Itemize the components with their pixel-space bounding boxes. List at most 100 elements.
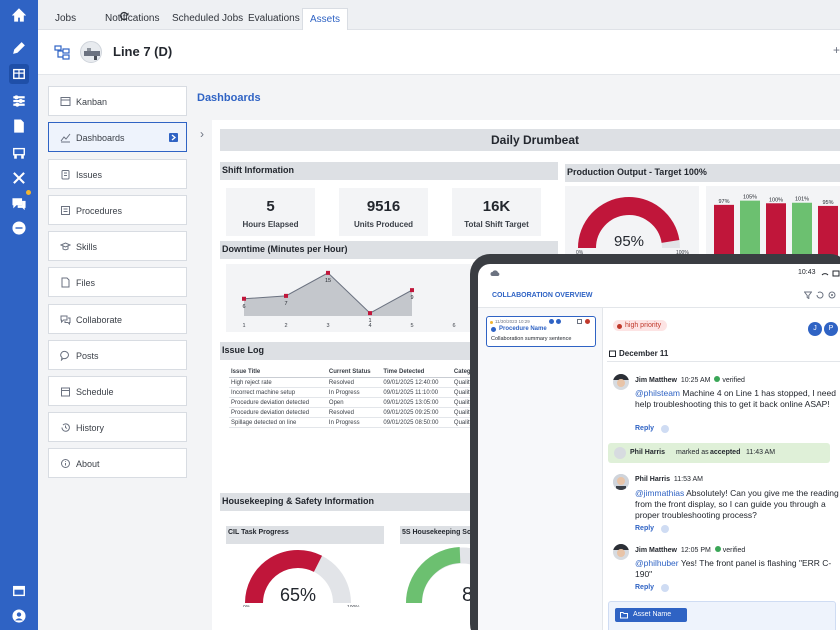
bar-label: 97% [718,199,729,205]
table-cell: 09/01/2025 12:40:00 [381,377,452,388]
reaction-icon[interactable] [661,525,669,533]
table-cell: High reject rate [229,377,327,388]
table-cell: Resolved [326,377,382,388]
participant-avatar[interactable]: P [824,322,838,336]
tab-assets[interactable]: Assets [302,8,349,30]
nav-label: Files [76,278,96,288]
nav-item-kanban[interactable]: Kanban [48,86,187,116]
top-tab-bar: Jobs Notifications Scheduled Jobs Evalua… [38,0,840,30]
nav-item-collaborate[interactable]: Collaborate [48,304,187,334]
tab-jobs[interactable]: Jobs [55,13,77,24]
hierarchy-icon[interactable] [54,44,70,60]
procedure-summary: Collaboration summary sentence [491,336,572,342]
table-icon[interactable] [9,64,29,84]
reaction-icon[interactable] [661,425,669,433]
reply-button[interactable]: Reply [635,584,655,591]
data-point [242,296,246,301]
data-point [326,270,330,275]
kpi-total-shift-target: 16K Total Shift Target [452,188,541,236]
table-cell: Quality [451,377,479,388]
history-button-icon[interactable] [673,608,687,622]
table-cell: 09/01/2025 08:50:00 [381,417,452,428]
asset-composer[interactable]: Asset Name [608,601,836,630]
info-icon [61,459,70,468]
cloud-icon [490,270,500,276]
user-badge-icon [556,319,561,324]
refresh-icon[interactable] [119,11,129,21]
table-cell: Quality [451,397,479,408]
verified-label: verified [722,377,745,384]
nav-label: Skills [76,242,98,252]
bar-label: 95% [822,200,833,206]
document-icon[interactable] [9,116,29,136]
author: Jim Matthew [635,377,678,384]
more-icon[interactable] [9,218,29,238]
bar [766,203,786,256]
mention-link[interactable]: @philsteam [635,388,681,398]
tab-notifications[interactable]: Notifications [105,13,160,24]
status-icons [821,270,840,277]
gauge-value: 65% [280,585,316,605]
window-icon[interactable] [9,581,29,601]
nav-item-files[interactable]: Files [48,267,187,297]
avatar [613,544,629,560]
collab-title: COLLABORATION OVERVIEW [492,292,593,299]
bar [714,204,734,256]
production-gauge-panel: 95% 0% 100% [565,186,699,256]
participant-avatar[interactable]: J [808,322,822,336]
production-bar-chart: 97% 105% 100% 101% 95% [714,195,838,256]
collab-list: 11/30/2023 10:29 Procedure Name Collabor… [478,308,603,630]
chat-message: Jim Matthew 10:25 AM verified @philsteam… [613,374,840,444]
tab-scheduled-jobs[interactable]: Scheduled Jobs [172,13,244,24]
chat-message: Jim Matthew 12:05 PM verified @philhuber… [613,544,840,600]
nav-item-issues[interactable]: Issues [48,159,187,189]
chat-icon[interactable] [9,193,29,213]
reply-button[interactable]: Reply [635,425,655,432]
data-point [410,288,414,293]
x-tick-label: 4 [368,323,371,329]
data-label: 15 [325,278,331,284]
reaction-icon[interactable] [661,584,669,592]
tab-evaluations[interactable]: Evaluations [248,13,300,24]
nav-item-about[interactable]: About [48,448,187,478]
nav-item-dashboards[interactable]: Dashboards [48,122,187,152]
nav-item-schedule[interactable]: Schedule [48,376,187,406]
pencil-icon[interactable] [9,38,29,58]
data-point [368,311,372,316]
mention-link[interactable]: @jimmathias [635,488,685,498]
nav-item-history[interactable]: History [48,412,187,442]
filter-icon[interactable] [804,291,812,299]
sliders-icon[interactable] [9,91,29,111]
x-tick-label: 3 [326,323,329,329]
chart-icon [60,133,71,143]
procedure-card[interactable]: 11/30/2023 10:29 Procedure Name Collabor… [486,316,596,347]
history-icon[interactable] [816,291,824,299]
board-icon[interactable] [9,143,29,163]
mention-link[interactable]: @philhuber [635,558,679,568]
app-rail [0,0,38,630]
nav-label: Posts [76,351,99,361]
author: Phil Harris [630,449,666,456]
nav-label: About [76,459,100,469]
collapse-chevron-icon[interactable]: › [200,127,204,141]
settings-icon[interactable] [828,291,836,299]
calendar-icon [61,387,70,397]
production-gauge: 95% 0% 100% [576,197,689,256]
nav-item-posts[interactable]: Posts [48,340,187,370]
production-bar-panel: 97% 105% 100% 101% 95% [706,186,840,256]
page-title: Line 7 (D) [113,44,173,59]
home-icon[interactable] [9,5,29,25]
tools-icon[interactable] [9,168,29,188]
avatar [613,474,629,490]
column-header: Time Detected [381,367,452,378]
user-icon[interactable] [9,606,29,626]
reply-button[interactable]: Reply [635,525,655,532]
add-icon[interactable]: + [832,43,840,57]
table-cell: In Progress [326,417,382,428]
info-badge-icon [549,319,554,324]
table-row: Incorrect machine setup In Progress 09/01/… [229,387,479,398]
asset-chip[interactable]: Asset Name [615,608,678,622]
nav-item-skills[interactable]: Skills [48,231,187,261]
nav-item-procedures[interactable]: Procedures [48,195,187,225]
table-cell: Open [326,397,382,408]
